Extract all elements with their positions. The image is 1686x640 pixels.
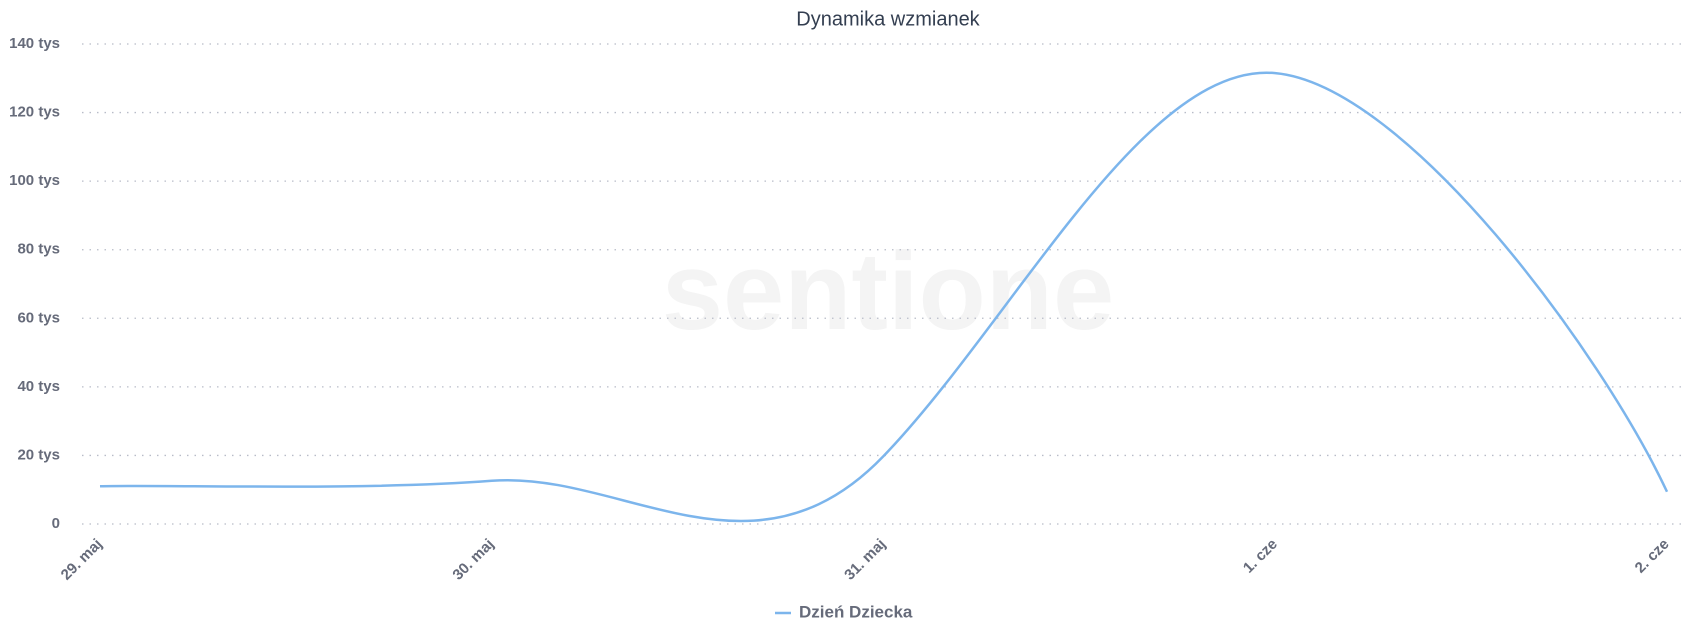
x-tick-label: 1. cze — [1240, 536, 1281, 577]
chart-title: Dynamika wzmianek — [796, 8, 980, 30]
watermark: sentione — [662, 230, 1114, 353]
y-tick-label: 80 tys — [17, 241, 60, 258]
y-tick-label: 140 tys — [9, 35, 60, 52]
y-tick-label: 40 tys — [17, 378, 60, 395]
x-tick-label: 29. maj — [58, 536, 106, 584]
y-tick-label: 0 — [52, 515, 60, 532]
legend-label: Dzień Dziecka — [799, 602, 913, 621]
y-tick-label: 60 tys — [17, 309, 60, 326]
y-tick-label: 120 tys — [9, 104, 60, 121]
line-series — [99, 71, 1669, 523]
x-tick-label: 31. maj — [841, 536, 889, 584]
x-tick-label: 2. cze — [1632, 536, 1673, 577]
y-tick-label: 100 tys — [9, 172, 60, 189]
y-tick-label: 20 tys — [17, 446, 60, 463]
x-tick-label: 30. maj — [449, 536, 497, 584]
